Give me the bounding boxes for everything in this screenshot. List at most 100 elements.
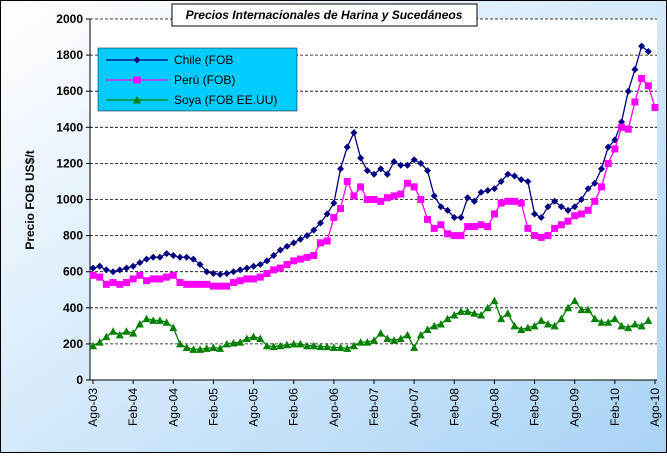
data-point	[283, 260, 291, 268]
data-point	[597, 183, 605, 191]
data-point	[470, 197, 478, 205]
data-point	[497, 199, 505, 207]
data-point	[410, 183, 418, 191]
data-point	[436, 320, 445, 328]
y-tick-label: 200	[63, 337, 83, 351]
data-point	[443, 314, 452, 323]
y-tick-label: 600	[63, 265, 83, 279]
data-point	[189, 255, 197, 263]
data-point	[336, 343, 345, 352]
data-point	[604, 159, 612, 167]
data-point	[169, 251, 177, 259]
data-point	[591, 197, 599, 205]
data-point	[216, 270, 224, 278]
data-point	[256, 273, 264, 281]
data-point	[477, 188, 485, 196]
data-point	[323, 342, 332, 351]
data-point	[484, 223, 492, 231]
data-point	[283, 242, 291, 250]
y-tick-label: 2000	[56, 12, 83, 26]
data-point	[591, 179, 599, 187]
data-point	[456, 307, 465, 315]
data-point	[523, 323, 532, 332]
data-point	[363, 196, 371, 203]
data-point	[577, 305, 586, 314]
legend-label: Soya (FOB EE.UU)	[174, 93, 277, 107]
y-axis-label: Precio FOB US$/t	[23, 150, 37, 249]
data-point	[129, 262, 137, 270]
data-point	[223, 270, 231, 278]
data-point	[584, 206, 592, 214]
data-point	[571, 212, 579, 220]
y-tick-label: 0	[76, 373, 83, 387]
data-point	[149, 253, 157, 261]
data-point	[511, 172, 518, 180]
data-point	[102, 280, 110, 288]
data-point	[209, 343, 218, 352]
data-point	[116, 280, 124, 288]
data-point	[129, 275, 137, 283]
data-point	[263, 257, 271, 265]
data-point	[370, 336, 378, 344]
data-point	[276, 246, 284, 254]
data-point	[651, 103, 659, 111]
data-point	[203, 280, 211, 288]
x-tick-label: Feb-04	[126, 388, 140, 426]
data-point	[483, 303, 492, 312]
data-point	[584, 185, 592, 193]
data-point	[230, 279, 237, 287]
data-point	[464, 223, 472, 231]
data-point	[450, 214, 458, 222]
data-point	[530, 321, 539, 330]
data-point	[356, 338, 365, 346]
data-point	[617, 321, 626, 330]
y-tick-label: 400	[63, 301, 83, 315]
data-point	[544, 232, 552, 240]
data-point	[403, 179, 411, 187]
data-point	[537, 233, 545, 241]
data-point	[644, 316, 653, 324]
data-point	[229, 338, 238, 347]
data-point	[136, 271, 144, 279]
data-point	[504, 170, 512, 178]
data-point	[243, 264, 251, 272]
y-tick-label: 1000	[56, 193, 83, 207]
data-point	[209, 270, 217, 278]
data-point	[250, 262, 258, 270]
x-tick-label: Ago-06	[327, 388, 341, 427]
data-point	[316, 239, 324, 247]
data-point	[537, 316, 546, 324]
data-point	[102, 332, 111, 341]
data-point	[89, 271, 97, 279]
data-point	[457, 214, 465, 222]
data-point	[597, 165, 605, 173]
data-point	[551, 197, 559, 205]
data-point	[296, 235, 304, 243]
data-point	[323, 210, 331, 218]
x-tick-label: Ago-09	[568, 388, 582, 427]
data-point	[276, 341, 285, 350]
data-point	[216, 344, 225, 352]
data-point	[290, 257, 298, 265]
x-tick-label: Feb-08	[447, 388, 461, 426]
data-point	[644, 47, 652, 55]
data-point	[196, 345, 205, 353]
data-point	[524, 177, 532, 185]
data-point	[182, 343, 191, 352]
data-point	[417, 196, 425, 203]
data-point	[590, 314, 599, 323]
data-point	[557, 221, 565, 229]
data-point	[477, 221, 485, 229]
data-point	[337, 165, 345, 173]
data-point	[323, 237, 331, 245]
data-point	[296, 255, 304, 263]
data-point	[122, 264, 130, 272]
data-point	[183, 280, 191, 288]
data-point	[457, 232, 465, 240]
data-point	[497, 314, 506, 323]
data-point	[430, 192, 438, 200]
legend-marker	[133, 76, 141, 84]
data-point	[283, 340, 292, 349]
legend-label: Perú (FOB)	[174, 73, 235, 87]
data-point	[309, 341, 318, 350]
